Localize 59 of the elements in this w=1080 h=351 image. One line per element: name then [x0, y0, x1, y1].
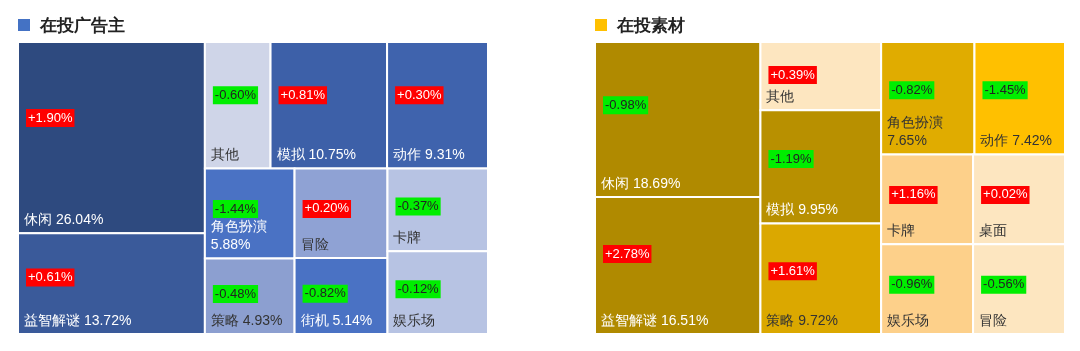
category-label: 模拟 [766, 201, 796, 218]
text: 在投广告主 [40, 14, 125, 37]
data-label: 10.75% [308, 146, 356, 163]
text: -0.82% [304, 285, 347, 301]
text: +1.90% [28, 109, 73, 125]
data-label: 13.72% [83, 311, 132, 328]
data-label: 7.42% [1012, 132, 1053, 149]
category-label: 其他 [766, 88, 795, 105]
category-label: 卡牌 [887, 222, 916, 239]
category-label: 模拟 [276, 146, 306, 163]
text: -0.96% [891, 276, 933, 292]
text: +2.78% [605, 245, 650, 261]
text: +0.20% [304, 200, 350, 216]
text: -0.37% [397, 198, 440, 214]
text: -0.56% [983, 276, 1025, 292]
text: -1.19% [770, 150, 813, 166]
text: +1.16% [891, 186, 937, 202]
category-label: 策略 [210, 311, 239, 328]
category-label: 娱乐场 [393, 311, 436, 328]
category-label: 桌面 [979, 222, 1008, 239]
text: +1.61% [770, 262, 816, 278]
text: +0.81% [280, 86, 326, 102]
data-label: 5.14% [332, 311, 373, 328]
data-label: 4.93% [242, 311, 283, 328]
category-label: 娱乐场 [887, 311, 930, 328]
text: -0.98% [605, 96, 647, 112]
data-label: 9.31% [424, 146, 465, 163]
text: +0.30% [397, 86, 442, 102]
text: -1.45% [984, 81, 1027, 97]
category-label: 卡牌 [393, 229, 422, 246]
text: +0.61% [28, 269, 73, 285]
data-label: 16.51% [660, 311, 709, 328]
text: +0.02% [983, 186, 1028, 202]
category-label: 角色扮演 [210, 218, 267, 235]
category-label: 角色扮演 [887, 114, 944, 131]
data-label: 9.95% [798, 201, 839, 218]
text: 在投素材 [617, 14, 685, 37]
data-label: 9.72% [798, 311, 839, 328]
data-label: 5.88% [210, 236, 251, 253]
category-label: 益智解谜 [601, 311, 657, 328]
text: +0.39% [770, 66, 816, 82]
text: -0.48% [214, 285, 257, 301]
text: -0.82% [891, 81, 933, 97]
data-label: 7.65% [887, 132, 927, 149]
category-label: 街机 [300, 311, 329, 328]
category-label: 休闲 [601, 174, 629, 191]
category-label: 冒险 [979, 311, 1008, 328]
category-label: 策略 [766, 311, 795, 328]
category-label: 冒险 [300, 235, 329, 252]
text: -1.44% [214, 200, 257, 216]
category-label: 休闲 [24, 211, 52, 228]
text: -0.12% [397, 280, 440, 296]
category-label: 益智解谜 [24, 311, 80, 328]
category-label: 动作 [393, 146, 422, 163]
data-label: 18.69% [632, 174, 681, 191]
category-label: 动作 [980, 132, 1009, 149]
data-label: 26.04% [55, 211, 104, 228]
category-label: 其他 [210, 146, 239, 163]
text: -0.60% [214, 86, 257, 102]
